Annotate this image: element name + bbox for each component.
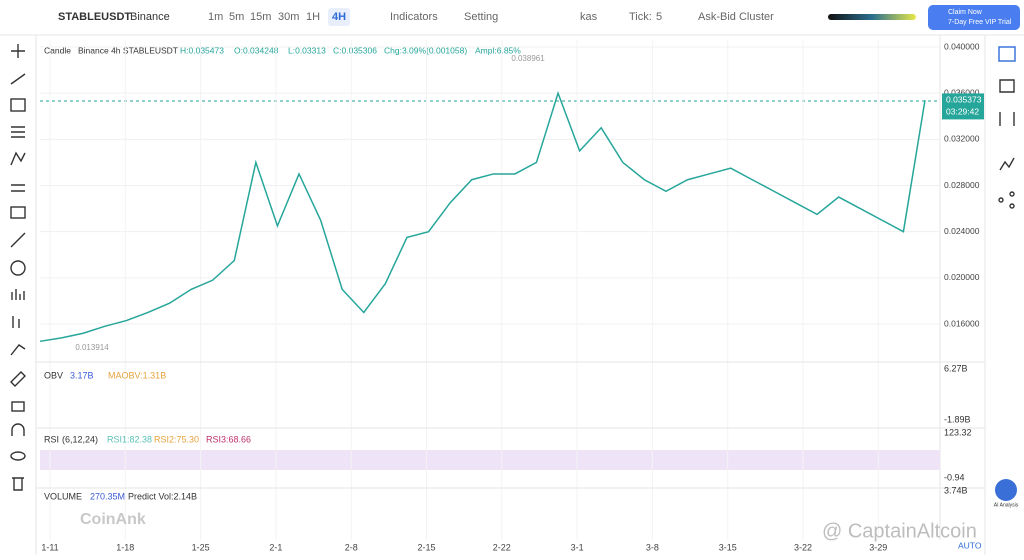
y-tick-label: 0.032000 [944, 134, 980, 144]
x-tick-label: 3-22 [794, 542, 812, 552]
obv-ma: MAOBV:1.31B [108, 370, 166, 380]
x-tick-label: 1-11 [41, 542, 58, 552]
legend-open: O:0.034248 [234, 45, 279, 55]
rsi2: RSI2:75.30 [154, 434, 199, 444]
x-tick-label: 2-1 [269, 542, 282, 552]
legend-source: Binance 4h STABLEUSDT [78, 45, 178, 55]
legend-amplitude: Ampl:6.85% [475, 45, 521, 55]
rsi-band [40, 450, 940, 470]
x-tick-label: 3-29 [869, 542, 887, 552]
x-tick-label: 2-22 [493, 542, 511, 552]
watermark: CoinAnk [80, 511, 146, 528]
x-tick-label: 2-15 [417, 542, 435, 552]
y-tick-label: 0.020000 [944, 272, 980, 282]
x-tick-label: 2-8 [345, 542, 358, 552]
y-tick-label: 0.036000 [944, 87, 980, 97]
rsi-params: (6,12,24) [62, 434, 98, 444]
rsi1: RSI1:82.38 [107, 434, 152, 444]
rsi3: RSI3:68.66 [206, 434, 251, 444]
symbol: STABLEUSDT [58, 11, 131, 23]
right-sidebar[interactable] [998, 46, 1016, 209]
exchange: Binance [130, 11, 170, 23]
promo-text: 7-Day Free VIP Trial [948, 19, 1012, 26]
axis-mode: AUTO [958, 540, 982, 550]
x-tick-label: 1-25 [192, 542, 210, 552]
ai-label: AI Analysis [994, 502, 1019, 508]
x-tick-label: 3-15 [719, 542, 737, 552]
legend-high: H:0.035473 [180, 45, 224, 55]
timeframe[interactable]: 1H [306, 11, 320, 23]
volume-top: 3.74B [944, 485, 968, 495]
legend-change: Chg:3.09%(0.001058) [384, 45, 467, 55]
legend-low: L:0.03313 [288, 45, 326, 55]
ai-button[interactable] [995, 479, 1017, 501]
rsi-name: RSI [44, 434, 59, 444]
y-tick-label: 0.028000 [944, 180, 980, 190]
obv-bottom: -1.89B [944, 414, 971, 424]
promo-title: Claim Now [948, 9, 983, 16]
promo[interactable] [928, 5, 1020, 30]
volume-predict: Predict Vol:2.14B [128, 491, 197, 501]
volume-name: VOLUME [44, 491, 82, 501]
current-price: 0.035373 [946, 95, 982, 105]
legend-type: Candle [44, 45, 71, 55]
x-tick-label: 3-1 [571, 542, 584, 552]
timeframe[interactable]: 4H [332, 11, 346, 23]
obv-value: 3.17B [70, 370, 94, 380]
price-line [39, 90, 926, 343]
countdown: 03:29:42 [946, 107, 979, 117]
search: kas [580, 11, 598, 23]
y-tick-label: 0.016000 [944, 318, 980, 328]
rsi-top: 123.32 [944, 427, 972, 437]
x-tick-label: 3-8 [646, 542, 659, 552]
y-tick-label: 0.024000 [944, 226, 980, 236]
heat-scale [828, 14, 916, 20]
price-tag [942, 93, 984, 120]
watermark: @ CaptainAltcoin [822, 520, 977, 542]
left-tools[interactable] [10, 44, 26, 491]
tick-value: 5 [656, 11, 662, 23]
rsi-bottom: -0.94 [944, 472, 965, 482]
legend-close: C:0.035306 [333, 45, 377, 55]
obv-top: 6.27B [944, 363, 968, 373]
y-tick-label: 0.040000 [944, 41, 980, 51]
cluster: Ask-Bid Cluster [698, 11, 774, 23]
timeframe[interactable]: 5m [229, 11, 244, 23]
min-label: 0.013914 [75, 343, 109, 352]
timeframe[interactable]: 30m [278, 11, 299, 23]
obv-name: OBV [44, 370, 63, 380]
volume-value: 270.35M [90, 491, 125, 501]
max-label: 0.038961 [511, 54, 545, 63]
timeframe[interactable]: 1m [208, 11, 223, 23]
tick-label: Tick: [629, 11, 652, 23]
tf-active [328, 8, 350, 26]
x-tick-label: 1-18 [116, 542, 134, 552]
timeframe[interactable]: 15m [250, 11, 271, 23]
setting: Setting [464, 11, 498, 23]
indicators: Indicators [390, 11, 438, 23]
